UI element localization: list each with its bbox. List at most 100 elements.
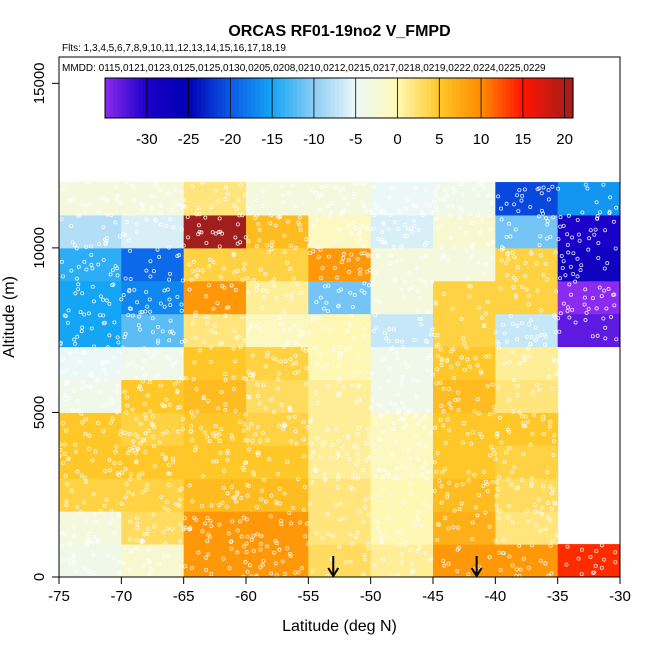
sample-marker (490, 480, 495, 485)
sample-marker (235, 241, 240, 246)
sample-marker (566, 213, 571, 218)
heatmap-cell (495, 544, 559, 578)
sample-marker (387, 327, 392, 332)
sample-marker (189, 410, 194, 415)
sample-marker (395, 475, 400, 480)
sample-marker (417, 509, 422, 514)
sample-marker (315, 400, 320, 405)
sample-marker (103, 469, 108, 474)
sample-marker (182, 339, 187, 344)
sample-marker (276, 471, 281, 476)
sample-marker (83, 384, 88, 389)
sample-marker (196, 550, 201, 555)
sample-marker (234, 206, 239, 211)
sample-marker (458, 205, 463, 210)
sample-marker (168, 357, 173, 362)
sample-marker (356, 425, 361, 430)
sample-marker (587, 236, 592, 241)
sample-marker (233, 409, 238, 414)
sample-marker (389, 492, 394, 497)
sample-marker (492, 410, 497, 415)
sample-marker (64, 503, 69, 508)
sample-marker (311, 449, 316, 454)
sample-marker (271, 356, 276, 361)
sample-marker (439, 363, 444, 368)
sample-marker (151, 512, 156, 517)
sample-marker (87, 539, 92, 544)
heatmap-cell (183, 511, 247, 545)
sample-marker (288, 326, 293, 331)
sample-marker (378, 403, 383, 408)
sample-marker (518, 567, 523, 572)
sample-marker (537, 387, 542, 392)
sample-marker (205, 321, 210, 326)
sample-marker (269, 213, 274, 218)
colorbar-segment (547, 78, 553, 118)
sample-marker (402, 360, 407, 365)
sample-marker (102, 237, 107, 242)
sample-marker (452, 375, 457, 380)
sample-marker (116, 369, 121, 374)
sample-marker (290, 361, 295, 366)
sample-marker (174, 360, 179, 365)
sample-marker (461, 421, 466, 426)
sample-marker (357, 397, 362, 402)
sample-marker (491, 239, 496, 244)
colorbar-segment (130, 78, 135, 118)
sample-marker (188, 424, 193, 429)
heatmap-cell (433, 511, 496, 545)
sample-marker (75, 276, 80, 281)
sample-marker (551, 487, 556, 492)
x-tick-label: -70 (110, 588, 132, 605)
sample-marker (252, 216, 257, 221)
sample-marker (146, 526, 151, 531)
plot-frame (58, 56, 621, 578)
sample-marker (487, 213, 492, 218)
sample-marker (61, 421, 66, 426)
sample-marker (96, 262, 101, 267)
sample-marker (316, 255, 321, 260)
sample-marker (208, 257, 213, 262)
sample-marker (180, 427, 185, 432)
sample-marker (580, 210, 585, 215)
sample-marker (356, 530, 361, 535)
colorbar-segment (117, 78, 123, 118)
sample-marker (110, 416, 115, 421)
sample-marker (425, 477, 430, 482)
sample-marker (603, 336, 608, 341)
sample-marker (481, 324, 486, 329)
sample-marker (346, 258, 351, 263)
sample-marker (75, 399, 80, 404)
colorbar-tick-label: 0 (393, 131, 401, 148)
sample-marker (613, 560, 618, 565)
sample-marker (114, 444, 119, 449)
sample-marker (315, 436, 320, 441)
sample-marker (175, 429, 180, 434)
sample-marker (496, 516, 501, 521)
sample-marker (240, 314, 245, 319)
sample-marker (483, 510, 488, 515)
sample-marker (136, 446, 141, 451)
y-tick-label: 10000 (31, 227, 48, 269)
sample-marker (378, 385, 383, 390)
colorbar-segment (284, 78, 290, 118)
sample-marker (126, 313, 131, 318)
sample-marker (98, 196, 103, 201)
colorbar-segment (397, 78, 403, 118)
sample-marker (527, 354, 532, 359)
sample-marker (284, 293, 289, 298)
sample-marker (190, 414, 195, 419)
sample-marker (451, 185, 456, 190)
sample-marker (394, 259, 399, 264)
sample-marker (372, 328, 377, 333)
sample-marker (142, 532, 147, 537)
sample-marker (435, 184, 440, 189)
sample-marker (76, 264, 81, 269)
sample-marker (430, 327, 435, 332)
sample-marker (422, 414, 427, 419)
sample-marker (340, 260, 345, 265)
sample-marker (381, 220, 386, 225)
sample-marker (594, 200, 599, 205)
sample-marker (318, 247, 323, 252)
sample-marker (418, 255, 423, 260)
